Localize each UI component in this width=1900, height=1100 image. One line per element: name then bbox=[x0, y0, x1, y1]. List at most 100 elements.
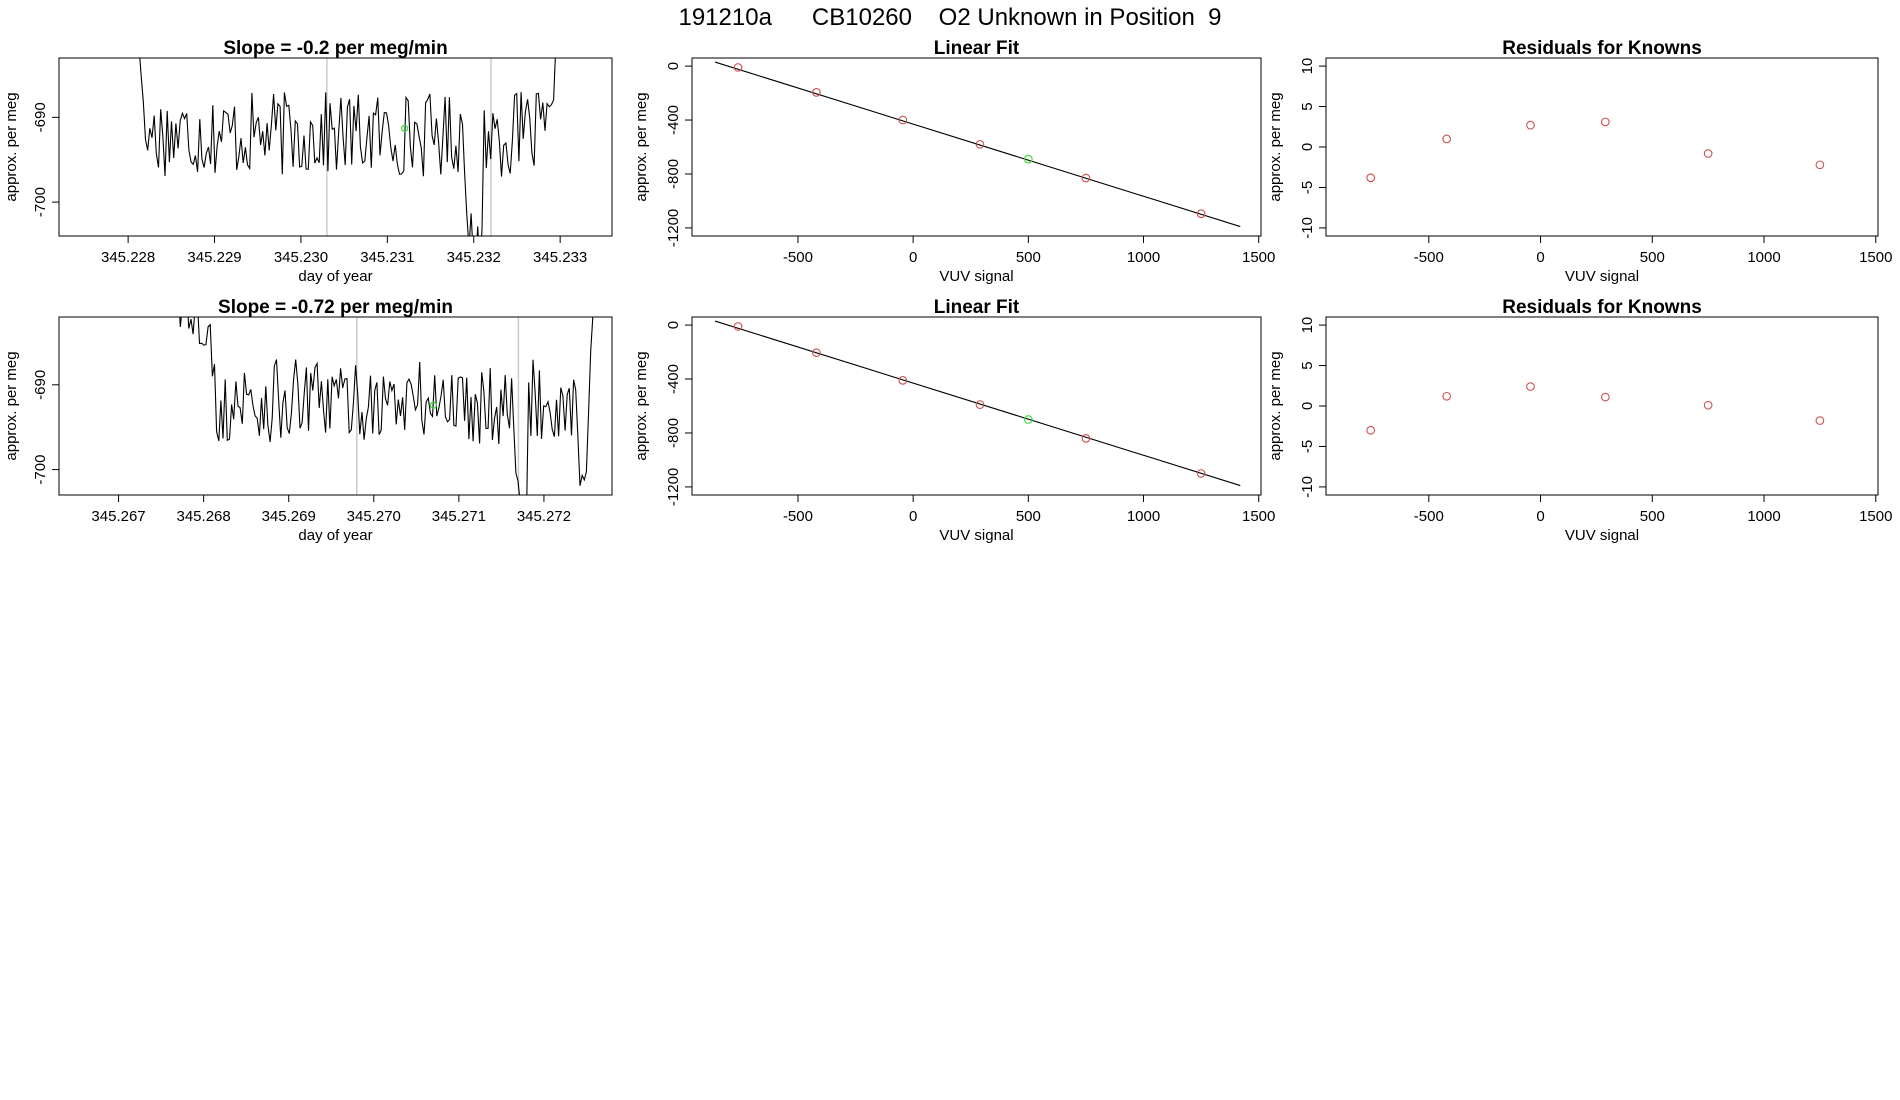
fit1-ylabel: approx. per meg bbox=[633, 92, 650, 201]
fit2-unknown-point bbox=[1023, 415, 1033, 424]
fit1-xtick-label-1: 0 bbox=[909, 249, 917, 266]
fit2-ylabel: approx. per meg bbox=[633, 351, 650, 460]
res2-xtick-label-4: 1500 bbox=[1859, 508, 1892, 525]
res2-frame bbox=[1325, 316, 1879, 496]
fit2-known-point-5 bbox=[1196, 469, 1206, 478]
fit1-fit-line bbox=[714, 61, 1241, 228]
fit1-xtick-label-3: 1000 bbox=[1127, 249, 1160, 266]
res1-xtick-label-4: 1500 bbox=[1859, 249, 1892, 266]
res2-xtick-label-0: -500 bbox=[1414, 508, 1444, 525]
fit2-xtick-label-1: 0 bbox=[909, 508, 917, 525]
res2-ylabel: approx. per meg bbox=[1267, 351, 1284, 460]
ts2-xtick-label-2: 345.269 bbox=[262, 508, 316, 525]
fit2-known-point-2 bbox=[898, 376, 908, 385]
res2-chart: Residuals for Knowns -500 0 500 1000 1500 VUV … bbox=[1267, 297, 1892, 544]
res2-ytick-label-2: 0 bbox=[1299, 402, 1316, 410]
fit1-unknown-point bbox=[1023, 154, 1033, 164]
fit1-xlabel: VUV signal bbox=[939, 268, 1013, 285]
res1-data bbox=[1366, 117, 1825, 183]
res2-xtick-label-2: 500 bbox=[1640, 508, 1665, 525]
fit2-chart: Linear Fit -500 0 500 1000 1500 VUV signal -120… bbox=[633, 297, 1275, 544]
ts2-ylabel: approx. per meg bbox=[3, 351, 20, 460]
res1-xlabel: VUV signal bbox=[1565, 268, 1639, 285]
fit2-known-point-4 bbox=[1081, 434, 1091, 443]
res2-ytick-label-1: -5 bbox=[1299, 440, 1316, 453]
res1-xtick-label-0: -500 bbox=[1414, 249, 1444, 266]
res2-residual-point-0 bbox=[1366, 425, 1376, 435]
ts1-title: Slope = -0.2 per meg/min bbox=[223, 38, 447, 59]
fit2-title: Linear Fit bbox=[934, 297, 1020, 318]
ts1-xlabel: day of year bbox=[298, 268, 372, 285]
res2-xtick-label-1: 0 bbox=[1536, 508, 1544, 525]
fit2-data bbox=[714, 320, 1241, 487]
res1-ytick-label-4: 10 bbox=[1299, 58, 1316, 75]
ts1-xtick-label-5: 345.233 bbox=[533, 249, 587, 266]
ts2-trace bbox=[179, 317, 594, 495]
res2-residual-point-3 bbox=[1601, 392, 1610, 402]
figure-title: 191210a CB10260 O2 Unknown in Position 9 bbox=[678, 4, 1222, 31]
ts1-chart: Slope = -0.2 per meg/min 345.228 345.229 34… bbox=[3, 38, 613, 285]
fit1-xtick-label-4: 1500 bbox=[1242, 249, 1275, 266]
fit1-frame bbox=[691, 57, 1262, 237]
fit2-ytick-label-0: -1200 bbox=[665, 468, 682, 506]
ts2-ytick-label-1: -690 bbox=[32, 370, 49, 400]
ts1-xtick-label-0: 345.228 bbox=[101, 249, 155, 266]
res1-residual-point-5 bbox=[1815, 160, 1825, 170]
ts2-xtick-label-5: 345.272 bbox=[517, 508, 571, 525]
ts2-data bbox=[179, 317, 594, 495]
ts2-unknown-point bbox=[429, 401, 437, 409]
fit1-xtick-label-0: -500 bbox=[783, 249, 813, 266]
fit1-title: Linear Fit bbox=[934, 38, 1020, 59]
ts1-xtick-label-1: 345.229 bbox=[187, 249, 241, 266]
res2-ytick-label-0: -10 bbox=[1299, 476, 1316, 498]
ts2-xtick-label-1: 345.268 bbox=[177, 508, 231, 525]
fit1-ytick-label-1: -800 bbox=[665, 159, 682, 189]
fit1-ytick-label-0: -1200 bbox=[665, 209, 682, 247]
ts2-ytick-label-0: -700 bbox=[32, 455, 49, 485]
fit2-xlabel: VUV signal bbox=[939, 527, 1013, 544]
fit2-known-point-0 bbox=[733, 322, 743, 331]
fit2-ytick-label-3: 0 bbox=[665, 321, 682, 329]
res2-data bbox=[1366, 382, 1825, 435]
ts1-frame bbox=[58, 57, 613, 237]
fit1-known-point-2 bbox=[898, 115, 908, 125]
ts1-xtick-label-4: 345.232 bbox=[447, 249, 501, 266]
ts1-ylabel: approx. per meg bbox=[3, 92, 20, 201]
ts1-trace bbox=[139, 58, 556, 236]
fit2-fit-line bbox=[714, 320, 1241, 487]
res2-ytick-label-3: 5 bbox=[1299, 361, 1316, 369]
fit2-frame bbox=[691, 316, 1262, 496]
res1-xtick-label-3: 1000 bbox=[1747, 249, 1780, 266]
ts1-data bbox=[139, 58, 556, 236]
res1-ytick-label-3: 5 bbox=[1299, 102, 1316, 110]
fit2-known-point-1 bbox=[812, 348, 821, 358]
fit2-ytick-label-2: -400 bbox=[665, 364, 682, 394]
ts1-ytick-label-1: -690 bbox=[32, 102, 49, 132]
ts2-xtick-label-4: 345.271 bbox=[432, 508, 486, 525]
fit1-ytick-label-2: -400 bbox=[665, 105, 682, 135]
ts1-xtick-label-2: 345.230 bbox=[274, 249, 328, 266]
res1-ylabel: approx. per meg bbox=[1267, 92, 1284, 201]
ts2-chart: Slope = -0.72 per meg/min 345.267 345.268 3… bbox=[3, 297, 613, 544]
ts2-xlabel: day of year bbox=[298, 527, 372, 544]
res2-ytick-label-4: 10 bbox=[1299, 317, 1316, 334]
fit1-known-point-3 bbox=[975, 139, 985, 149]
res2-xlabel: VUV signal bbox=[1565, 527, 1639, 544]
res2-residual-point-5 bbox=[1815, 416, 1825, 425]
res1-title: Residuals for Knowns bbox=[1502, 38, 1702, 59]
res2-residual-point-1 bbox=[1442, 391, 1452, 401]
ts2-title: Slope = -0.72 per meg/min bbox=[218, 297, 453, 318]
fit1-chart: Linear Fit -500 0 500 1000 1500 VUV signal -120… bbox=[633, 38, 1275, 285]
res2-residual-point-2 bbox=[1526, 382, 1535, 391]
res2-xtick-label-3: 1000 bbox=[1747, 508, 1780, 525]
fit1-data bbox=[714, 61, 1241, 228]
res1-xtick-label-1: 0 bbox=[1536, 249, 1544, 266]
ts2-xtick-label-3: 345.270 bbox=[347, 508, 401, 525]
fit2-ytick-label-1: -800 bbox=[665, 418, 682, 448]
res1-residual-point-1 bbox=[1442, 134, 1452, 144]
ts1-xtick-label-3: 345.231 bbox=[360, 249, 414, 266]
fit2-xtick-label-0: -500 bbox=[783, 508, 813, 525]
fit2-xtick-label-2: 500 bbox=[1016, 508, 1041, 525]
fit2-known-point-3 bbox=[975, 400, 985, 410]
